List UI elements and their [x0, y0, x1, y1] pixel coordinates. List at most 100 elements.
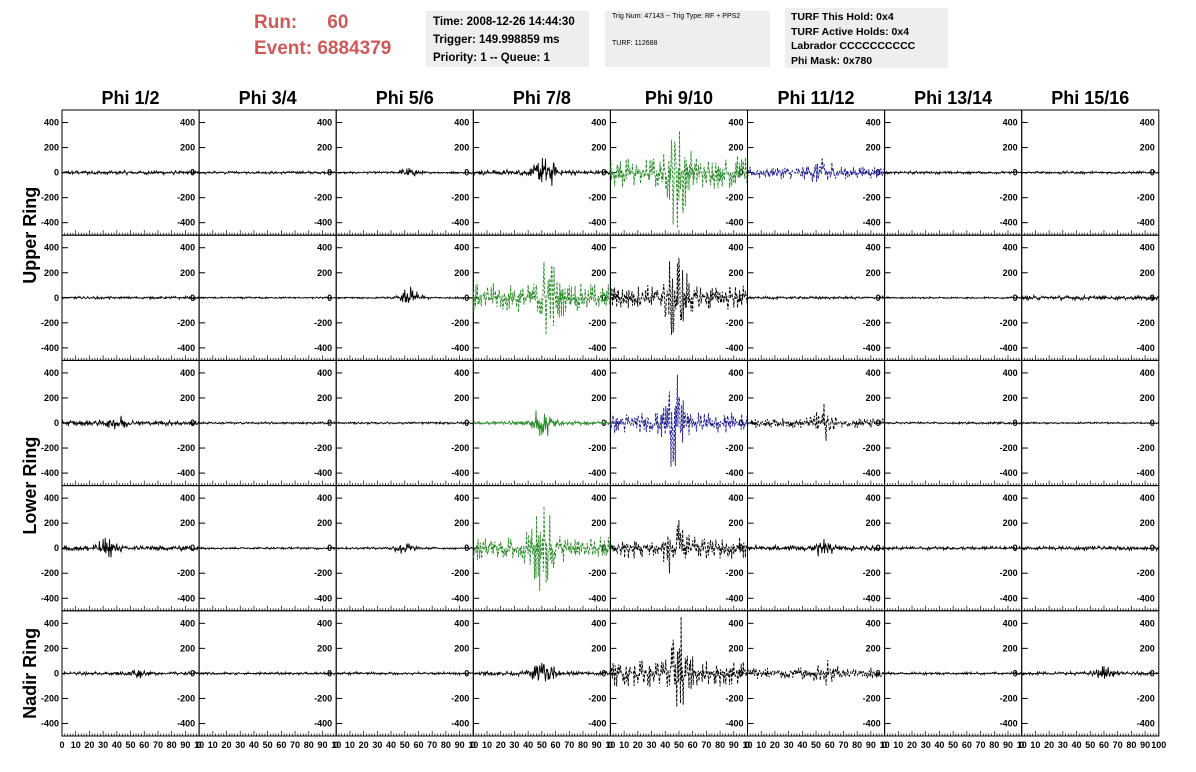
- waveform-trace: [609, 519, 748, 574]
- waveform-trace: [884, 544, 1023, 552]
- event-row: Event: 6884379: [254, 36, 391, 62]
- y-tick-label: -400: [314, 218, 332, 228]
- y-tick-label: 0: [738, 543, 743, 553]
- y-tick-label: 400: [317, 618, 332, 628]
- waveform-trace: [198, 169, 337, 176]
- x-tick-label: 30: [921, 740, 931, 750]
- x-tick-label: 90: [592, 740, 602, 750]
- y-tick-label: -400: [177, 218, 195, 228]
- y-tick-label: -400: [177, 468, 195, 478]
- y-tick-label: 400: [728, 493, 743, 503]
- waveform-trace: [884, 670, 1023, 677]
- y-tick-label: 200: [317, 518, 332, 528]
- y-tick-label: 200: [317, 143, 332, 153]
- y-tick-label: 400: [180, 118, 195, 128]
- y-tick-label: -400: [177, 593, 195, 603]
- y-tick-label: 400: [1003, 118, 1018, 128]
- waveform-trace: [747, 539, 885, 557]
- waveform-trace: [1021, 666, 1160, 679]
- y-tick-label: -200: [1137, 693, 1155, 703]
- x-tick-label: 10: [208, 740, 218, 750]
- y-tick-label: -400: [177, 718, 195, 728]
- x-tick-label: 0: [882, 740, 887, 750]
- y-tick-label: -200: [177, 193, 195, 203]
- x-tick-label: 70: [427, 740, 437, 750]
- y-tick-label: -400: [863, 218, 881, 228]
- x-tick-label: 70: [838, 740, 848, 750]
- y-tick-label: -400: [451, 468, 469, 478]
- x-tick-label: 90: [1003, 740, 1013, 750]
- y-tick-label: -200: [1000, 443, 1018, 453]
- y-tick-label: -400: [451, 343, 469, 353]
- y-tick-label: 400: [44, 118, 59, 128]
- y-tick-label: 200: [591, 518, 606, 528]
- y-tick-label: -400: [1000, 343, 1018, 353]
- x-tick-label: 80: [1126, 740, 1136, 750]
- x-tick-label: 70: [290, 740, 300, 750]
- y-tick-label: 400: [1140, 493, 1155, 503]
- column-header: Phi 9/10: [645, 88, 713, 108]
- y-tick-label: 200: [1003, 643, 1018, 653]
- y-tick-label: -400: [451, 218, 469, 228]
- x-tick-label: 50: [948, 740, 958, 750]
- x-tick-label: 40: [934, 740, 944, 750]
- x-tick-label: 50: [263, 740, 273, 750]
- waveform-trace: [472, 262, 611, 335]
- y-tick-label: 200: [728, 393, 743, 403]
- y-tick-label: 400: [866, 493, 881, 503]
- y-tick-label: -400: [451, 718, 469, 728]
- y-tick-label: 200: [591, 143, 606, 153]
- y-tick-label: 400: [591, 243, 606, 253]
- y-tick-label: -400: [725, 718, 743, 728]
- column-header: Phi 7/8: [513, 88, 571, 108]
- x-tick-label: 20: [770, 740, 780, 750]
- x-tick-label: 70: [701, 740, 711, 750]
- y-tick-label: 400: [317, 118, 332, 128]
- x-tick-label: 50: [1085, 740, 1095, 750]
- y-tick-label: -400: [1000, 593, 1018, 603]
- waveform-trace: [884, 420, 1023, 426]
- column-header: Phi 11/12: [778, 88, 855, 108]
- y-tick-label: -400: [314, 718, 332, 728]
- waveform-trace: [472, 506, 611, 591]
- x-tick-label: 10: [605, 740, 615, 750]
- y-tick-label: 0: [190, 543, 195, 553]
- x-tick-label: 50: [126, 740, 136, 750]
- waveform-trace: [335, 420, 474, 426]
- y-tick-label: 400: [866, 618, 881, 628]
- x-tick-label: 10: [756, 740, 766, 750]
- x-tick-label: 50: [811, 740, 821, 750]
- y-tick-label: 200: [44, 518, 59, 528]
- turf-info-box: TURF This Hold: 0x4 TURF Active Holds: 0…: [785, 8, 948, 68]
- y-tick-label: 200: [1140, 268, 1155, 278]
- column-header: Phi 15/16: [1051, 88, 1129, 108]
- y-tick-label: 200: [728, 268, 743, 278]
- y-tick-label: 200: [44, 268, 59, 278]
- y-tick-label: 200: [591, 268, 606, 278]
- x-tick-label: 20: [907, 740, 917, 750]
- y-tick-label: -200: [314, 193, 332, 203]
- y-tick-label: -200: [177, 693, 195, 703]
- waveform-trace: [747, 403, 885, 441]
- y-tick-label: 400: [44, 493, 59, 503]
- y-tick-label: -400: [863, 718, 881, 728]
- y-tick-label: 400: [317, 493, 332, 503]
- y-tick-label: -200: [41, 443, 59, 453]
- y-tick-label: -200: [1000, 693, 1018, 703]
- y-tick-label: -200: [725, 693, 743, 703]
- x-tick-label: 30: [235, 740, 245, 750]
- y-tick-label: 400: [317, 243, 332, 253]
- y-tick-label: 400: [728, 368, 743, 378]
- y-tick-label: -400: [725, 593, 743, 603]
- y-tick-label: -400: [314, 593, 332, 603]
- x-tick-label: 80: [441, 740, 451, 750]
- waveform-trace: [747, 294, 885, 301]
- y-tick-label: 200: [728, 643, 743, 653]
- x-tick-label: 10: [345, 740, 355, 750]
- y-tick-label: 200: [1140, 393, 1155, 403]
- waveform-trace: [609, 131, 748, 229]
- y-tick-label: -200: [863, 193, 881, 203]
- y-tick-label: 400: [728, 243, 743, 253]
- y-tick-label: 200: [317, 393, 332, 403]
- y-tick-label: 400: [1140, 243, 1155, 253]
